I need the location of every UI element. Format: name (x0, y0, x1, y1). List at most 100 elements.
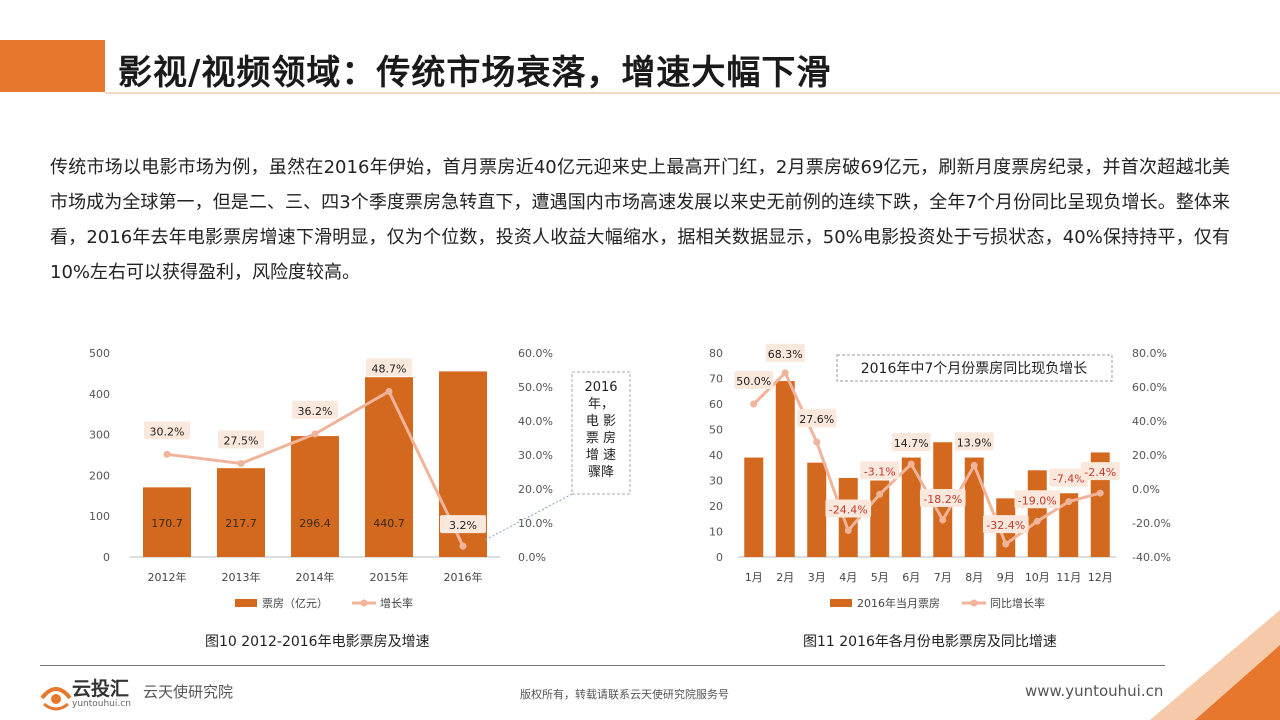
right-axis-tick: 50.0% (518, 381, 553, 394)
x-tick-label: 9月 (997, 571, 1015, 584)
right-axis-tick: 0.0% (518, 551, 546, 564)
chart-annual-box-office: 0 100 200 300 400 500 0.0% 10.0% 20.0% 30.0% 40.0%… (89, 347, 631, 610)
left-axis-tick: 0 (716, 551, 723, 564)
growth-rate-point (237, 460, 245, 467)
growth-rate-label: -18.2% (923, 493, 962, 506)
growth-rate-line (752, 370, 1101, 547)
bar (1027, 470, 1047, 557)
legend-bar-label: 2016年当月票房 (857, 596, 940, 610)
left-axis-tick: 40 (709, 449, 723, 462)
right-axis-tick: 80.0% (1132, 347, 1167, 360)
chart1-caption: 图10 2012-2016年电影票房及增速 (205, 634, 430, 650)
bar (365, 377, 413, 557)
body-paragraph: 传统市场以电影市场为例，虽然在2016年伊始，首月票房近40亿元迎来史上最高开门… (50, 157, 1230, 283)
x-tick-label: 2016年 (444, 570, 483, 584)
growth-rate-label: -32.4% (986, 519, 1025, 532)
right-axis-tick: 10.0% (518, 517, 553, 530)
annotation-text: 电 影 (586, 414, 616, 429)
bar-value-label: 170.7 (151, 517, 183, 530)
x-tick-label: 2014年 (296, 570, 335, 584)
annotation-text: 2016年中7个月份票房同比现负增长 (861, 361, 1088, 377)
left-axis-tick: 0 (103, 551, 110, 564)
left-axis-tick: 100 (89, 510, 110, 523)
bar (143, 487, 191, 557)
left-axis-tick: 20 (709, 500, 723, 513)
bar (217, 468, 265, 557)
title-divider (105, 92, 1280, 94)
growth-rate-label: 13.9% (957, 436, 992, 449)
legend-line-label: 同比增长率 (990, 596, 1045, 610)
growth-rate-point (781, 369, 789, 377)
bar (901, 457, 921, 557)
x-tick-label: 2013年 (222, 570, 261, 584)
growth-rate-point (1033, 517, 1041, 525)
left-axis-tick: 80 (709, 347, 723, 360)
growth-rate-point (163, 450, 171, 458)
bar-value-label: 296.4 (299, 517, 331, 530)
growth-label-bg (982, 515, 1029, 534)
bar (775, 381, 795, 557)
right-axis-tick: -40.0% (1132, 551, 1171, 564)
growth-rate-label: 68.3% (768, 348, 803, 361)
growth-rate-point (1002, 540, 1010, 548)
annotation-text: 票 房 (586, 430, 616, 446)
left-axis-tick: 70 (709, 373, 723, 386)
bar (964, 457, 984, 557)
left-axis-tick: 30 (709, 475, 723, 488)
growth-label-bg (440, 515, 486, 534)
growth-label-bg (1080, 462, 1120, 481)
legend-line-label: 增长率 (380, 596, 413, 610)
x-tick-label: 12月 (1088, 571, 1113, 584)
growth-rate-label: -24.4% (829, 503, 868, 516)
growth-label-bg (891, 433, 931, 452)
title-accent-bar (0, 40, 105, 92)
left-axis-tick: 200 (89, 469, 110, 482)
growth-label-bg (919, 488, 966, 507)
footer-copyright: 版权所有，转载请联系云天使研究院服务号 (520, 688, 729, 701)
left-axis-tick: 50 (709, 424, 723, 437)
legend-bar-label: 票房（亿元） (262, 597, 328, 610)
growth-rate-point (876, 490, 884, 498)
bar (744, 457, 764, 557)
growth-label-bg (797, 409, 837, 428)
right-axis-tick: 40.0% (1132, 415, 1167, 428)
chart-monthly-box-office: 0 10 20 30 40 50 60 70 80 -40.0% -20.0% 0.0% 20.0% 40… (709, 343, 1171, 610)
right-axis-tick: 40.0% (518, 415, 553, 428)
legend-bar-swatch (235, 599, 257, 607)
x-tick-label: 1月 (745, 571, 763, 584)
bar (807, 462, 827, 557)
annotation-box (571, 371, 631, 495)
growth-rate-point (939, 516, 947, 524)
growth-rate-label: -7.4% (1053, 473, 1085, 486)
growth-label-bg (144, 421, 190, 440)
growth-rate-label: -3.1% (864, 465, 896, 478)
annotation-text: 2016 (584, 380, 617, 395)
x-tick-label: 2015年 (370, 570, 409, 584)
growth-label-bg (954, 432, 994, 451)
growth-rate-point (311, 430, 319, 438)
growth-rate-point (844, 526, 852, 534)
growth-label-bg (860, 461, 900, 480)
growth-label-bg (825, 499, 872, 518)
x-tick-label: 3月 (808, 571, 826, 584)
annotation-text: 年， (588, 397, 614, 412)
footer-url[interactable]: www.yuntouhui.cn (1025, 682, 1164, 700)
growth-rate-point (1065, 498, 1073, 506)
growth-rate-point (1096, 489, 1104, 497)
growth-label-bg (218, 430, 264, 449)
growth-rate-label: 14.7% (894, 437, 929, 450)
bar-value-label: 217.7 (225, 517, 257, 530)
legend-line-marker (360, 599, 368, 607)
growth-label-bg (765, 343, 805, 362)
growth-rate-label: 36.2% (298, 405, 333, 418)
chart2-caption: 图11 2016年各月份电影票房及同比增速 (803, 634, 1057, 650)
x-tick-label: 11月 (1056, 571, 1081, 584)
x-tick-label: 8月 (965, 571, 983, 584)
growth-label-bg (734, 371, 774, 389)
x-tick-label: 6月 (902, 571, 920, 584)
right-axis-tick: 60.0% (1132, 381, 1167, 394)
annotation-leader-line (484, 493, 573, 541)
growth-rate-point (970, 461, 978, 469)
footer-brand-domain: yuntouhui.cn (72, 699, 131, 709)
growth-rate-label: 27.6% (799, 413, 834, 426)
